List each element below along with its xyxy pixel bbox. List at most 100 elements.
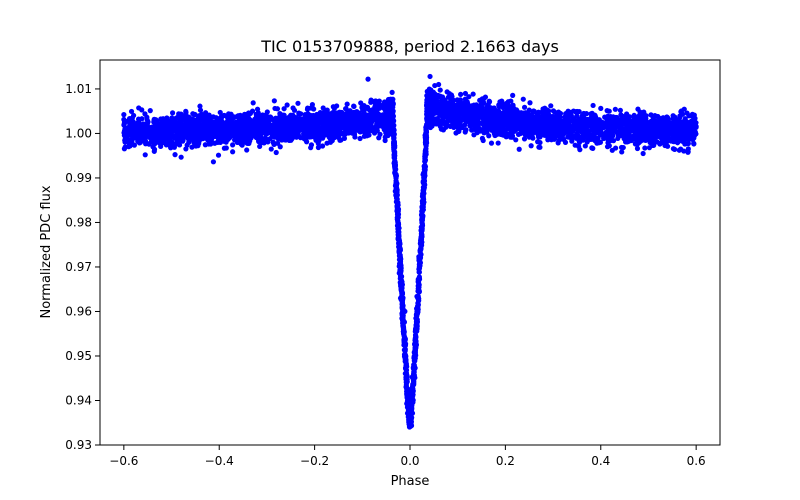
data-point	[634, 145, 641, 152]
data-point	[121, 116, 127, 123]
data-point	[540, 110, 546, 116]
data-point	[437, 87, 443, 93]
data-point	[682, 116, 688, 122]
data-point	[268, 115, 274, 121]
data-point	[678, 146, 684, 152]
data-point	[210, 159, 217, 165]
data-point	[147, 108, 153, 114]
data-point	[423, 128, 429, 134]
data-point	[472, 121, 478, 127]
data-point	[190, 111, 196, 117]
data-point	[150, 126, 156, 132]
data-point	[259, 112, 266, 118]
data-point	[308, 145, 314, 151]
data-point	[420, 207, 426, 213]
data-point	[478, 112, 484, 119]
data-point	[520, 96, 526, 102]
data-point	[376, 135, 382, 141]
data-point	[372, 104, 378, 110]
data-point	[470, 91, 476, 97]
data-point	[388, 122, 394, 129]
data-point	[572, 142, 578, 148]
data-point	[547, 129, 553, 135]
data-point	[432, 91, 438, 97]
data-point	[139, 107, 145, 113]
data-point	[428, 106, 434, 112]
data-point	[341, 135, 348, 141]
data-point	[544, 116, 551, 122]
data-point	[230, 149, 236, 155]
data-point	[217, 109, 223, 116]
data-point	[636, 139, 642, 146]
data-point	[557, 110, 564, 117]
data-point	[545, 134, 551, 140]
data-point	[398, 268, 404, 274]
data-point	[450, 98, 456, 104]
data-point	[395, 221, 401, 228]
data-point	[246, 140, 252, 147]
data-point	[516, 146, 522, 152]
data-point	[612, 106, 618, 112]
data-point	[527, 100, 533, 106]
data-point	[289, 125, 295, 131]
data-point	[319, 143, 326, 149]
data-point	[135, 126, 141, 132]
data-point	[415, 279, 421, 285]
data-point	[640, 121, 646, 127]
data-point	[327, 136, 334, 143]
data-point	[166, 129, 172, 136]
data-point	[601, 135, 607, 142]
data-point	[665, 134, 671, 140]
data-point	[513, 137, 519, 143]
data-point	[315, 144, 322, 151]
data-point	[585, 127, 591, 134]
data-point	[121, 112, 127, 118]
data-point	[268, 146, 274, 152]
data-point	[468, 118, 474, 125]
data-point	[617, 107, 623, 113]
data-point	[404, 373, 410, 379]
data-point	[386, 130, 392, 136]
data-point	[169, 110, 176, 116]
data-point	[191, 139, 197, 146]
data-point	[122, 137, 129, 143]
data-point	[398, 285, 404, 291]
data-point	[255, 110, 261, 116]
data-point	[151, 116, 157, 122]
data-point	[411, 369, 417, 375]
data-point	[604, 144, 611, 150]
data-point	[434, 121, 440, 127]
data-point	[626, 131, 632, 137]
data-point	[496, 112, 502, 119]
data-points-layer	[121, 73, 699, 430]
data-point	[175, 113, 182, 119]
data-point	[298, 116, 304, 122]
data-point	[246, 116, 252, 122]
data-point	[549, 119, 556, 125]
data-point	[159, 133, 165, 139]
data-point	[657, 141, 663, 147]
data-point	[376, 98, 382, 104]
data-point	[202, 142, 208, 148]
data-point	[503, 114, 509, 120]
data-point	[414, 303, 421, 309]
data-point	[122, 144, 128, 150]
data-point	[412, 328, 418, 335]
data-point	[228, 111, 234, 117]
data-point	[420, 200, 427, 206]
data-point	[277, 110, 283, 117]
data-point	[184, 132, 190, 138]
data-point	[568, 113, 574, 119]
data-point	[160, 140, 166, 146]
data-point	[399, 303, 405, 309]
data-point	[189, 144, 195, 150]
data-point	[400, 328, 406, 335]
data-point	[422, 167, 428, 173]
data-point	[270, 123, 276, 129]
data-point	[351, 109, 357, 115]
data-point	[290, 105, 296, 111]
data-point	[480, 100, 487, 107]
data-point	[590, 112, 596, 119]
data-point	[382, 137, 388, 144]
